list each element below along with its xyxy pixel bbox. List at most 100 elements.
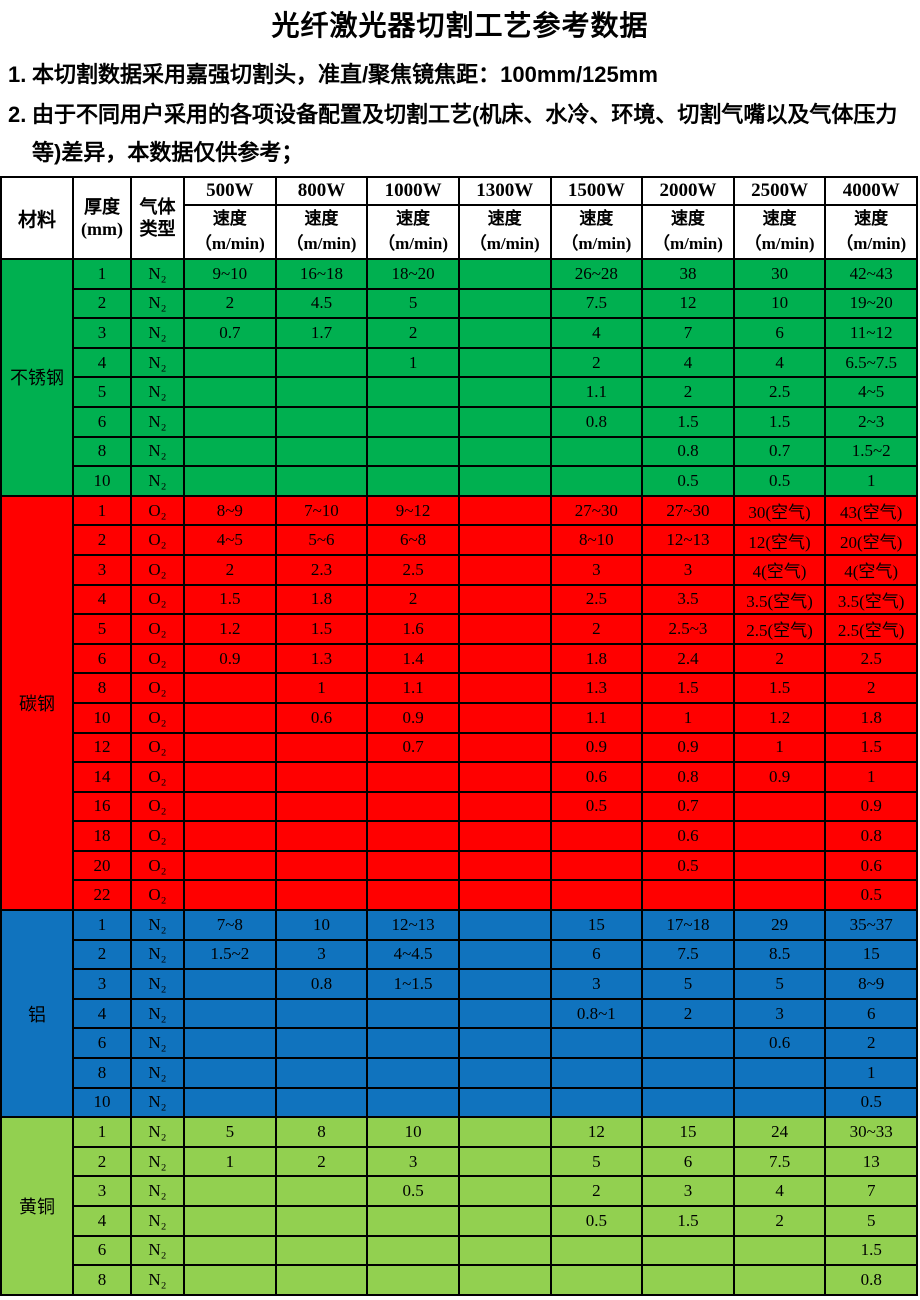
- speed-cell: 0.9: [366, 701, 460, 734]
- speed-cell: [549, 1057, 644, 1089]
- speed-cell: [274, 820, 369, 852]
- gas-cell: O₂: [130, 494, 185, 527]
- speed-cell: 30(空气): [732, 494, 827, 527]
- speed-cell: 1.5: [732, 672, 827, 704]
- speed-cell: [183, 1205, 277, 1237]
- speed-cell: [274, 1234, 369, 1267]
- speed-cell: [183, 731, 277, 764]
- material-cell: 碳钢: [0, 494, 74, 912]
- speed-cell: [366, 376, 460, 408]
- speed-cell: 10: [732, 287, 827, 320]
- speed-cell: 2: [549, 613, 644, 645]
- speed-cell: 7~10: [274, 494, 369, 527]
- speed-cell: [183, 465, 277, 497]
- speed-cell: 1: [183, 1145, 277, 1178]
- speed-cell: 7~8: [183, 909, 277, 941]
- data-row: 铝 1 N₂ 7~8 10 12~13 15 17~18 29 35~37: [0, 909, 918, 1119]
- data-row: 10 N₂ 0.5 0.5 1: [1, 465, 918, 497]
- gas-cell: O₂: [130, 642, 185, 675]
- cutting-parameters-table: 材料 厚度 (mm) 气体 类型 500W 800W 1000W 1300W 1500W 20…: [0, 176, 918, 1296]
- speed-cell: 2: [366, 583, 460, 616]
- speed-cell: 1.2: [732, 701, 827, 734]
- gas-cell: O₂: [130, 583, 185, 616]
- speed-cell: 3: [366, 1145, 460, 1178]
- speed-cell: [457, 642, 552, 675]
- speed-cell: 4: [641, 346, 735, 379]
- thickness-cell: 8: [72, 672, 132, 704]
- speed-cell: 42~43: [824, 258, 918, 290]
- speed-cell: [457, 405, 552, 438]
- gas-cell: O₂: [130, 672, 185, 704]
- speed-cell: 1.1: [366, 672, 460, 704]
- speed-cell: 5: [732, 968, 827, 1000]
- speed-cell: 4.5: [274, 287, 369, 320]
- speed-cell: [183, 1264, 277, 1296]
- thickness-header-line1: 厚度: [84, 196, 120, 217]
- gas-column-header: 气体 类型: [130, 176, 185, 260]
- speed-cell: 2: [183, 287, 277, 320]
- gas-cell: N₂: [130, 1116, 185, 1148]
- thickness-cell: 12: [72, 731, 132, 764]
- speed-cell: 3: [549, 553, 644, 586]
- speed-unit-header: 速度 （m/min): [183, 204, 277, 260]
- speed-cell: 1.8: [824, 701, 918, 734]
- thickness-column-header: 厚度 (mm): [72, 176, 132, 260]
- speed-cell: [366, 849, 460, 882]
- speed-cell: 8~9: [824, 968, 918, 1000]
- thickness-cell: 10: [72, 465, 132, 497]
- speed-cell: 2: [183, 553, 277, 586]
- data-row: 黄铜 1 N₂ 5 8 10 12 15 24 30~33: [0, 1116, 918, 1296]
- power-header-2500w: 2500W: [732, 176, 827, 206]
- speed-cell: [183, 849, 277, 882]
- speed-cell: 7.5: [549, 287, 644, 320]
- speed-cell: [183, 672, 277, 704]
- speed-cell: [274, 435, 369, 468]
- speed-cell: 2: [274, 1145, 369, 1178]
- data-row: 16 O₂ 0.5 0.7 0.9: [1, 790, 918, 823]
- speed-cell: [183, 968, 277, 1000]
- gas-header-line1: 气体: [139, 196, 176, 217]
- thickness-cell: 1: [72, 909, 132, 941]
- gas-cell: N₂: [130, 1175, 185, 1207]
- speed-cell: 6: [732, 317, 827, 349]
- speed-cell: 0.5: [549, 1205, 644, 1237]
- speed-cell: 1.5: [641, 1205, 735, 1237]
- speed-cell: 0.8: [824, 820, 918, 852]
- speed-cell: 8: [274, 1116, 369, 1148]
- speed-cell: 17~18: [641, 909, 735, 941]
- speed-cell: 1: [641, 701, 735, 734]
- speed-cell: [274, 731, 369, 764]
- speed-cell: [457, 968, 552, 1000]
- thickness-cell: 5: [72, 376, 132, 408]
- speed-cell: 0.9: [641, 731, 735, 764]
- gas-cell: N₂: [130, 1234, 185, 1267]
- speed-cell: 2.5~3: [641, 613, 735, 645]
- data-row: 4 N₂ 0.8~1 2 3 6: [1, 997, 918, 1030]
- data-row: 3 N₂ 0.5 2 3 4 7: [1, 1175, 918, 1207]
- speed-cell: 10: [274, 909, 369, 941]
- thickness-cell: 2: [72, 1145, 132, 1178]
- speed-cell: [457, 701, 552, 734]
- speed-cell: 5~6: [274, 524, 369, 556]
- data-row: 6 N₂ 1.5: [1, 1234, 918, 1267]
- speed-cell: 1: [824, 761, 918, 793]
- data-row: 8 N₂ 0.8: [1, 1264, 918, 1296]
- speed-cell: 0.9: [183, 642, 277, 675]
- speed-cell: 2.5: [824, 642, 918, 675]
- speed-cell: [549, 465, 644, 497]
- gas-cell: N₂: [130, 1027, 185, 1060]
- speed-cell: [732, 820, 827, 852]
- gas-cell: O₂: [130, 524, 185, 556]
- speed-cell: 5: [366, 287, 460, 320]
- thickness-cell: 3: [72, 317, 132, 349]
- speed-cell: [183, 997, 277, 1030]
- speed-cell: 5: [549, 1145, 644, 1178]
- power-header-1000w: 1000W: [366, 176, 460, 206]
- speed-cell: [274, 1057, 369, 1089]
- speed-cell: [457, 465, 552, 497]
- data-row: 3 O₂ 2 2.3 2.5 3 3 4(空气) 4(空气): [1, 553, 918, 586]
- speed-cell: [732, 879, 827, 912]
- speed-cell: 12~13: [366, 909, 460, 941]
- speed-cell: [457, 1234, 552, 1267]
- gas-cell: O₂: [130, 553, 185, 586]
